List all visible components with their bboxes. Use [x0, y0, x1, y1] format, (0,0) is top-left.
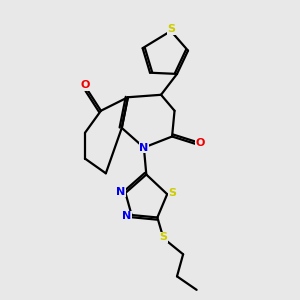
Text: N: N [122, 211, 131, 221]
Text: S: S [160, 232, 167, 242]
Text: N: N [116, 187, 125, 197]
Text: S: S [169, 188, 177, 198]
Text: O: O [195, 138, 205, 148]
Text: N: N [139, 142, 148, 152]
Text: O: O [80, 80, 90, 91]
Text: S: S [167, 24, 175, 34]
